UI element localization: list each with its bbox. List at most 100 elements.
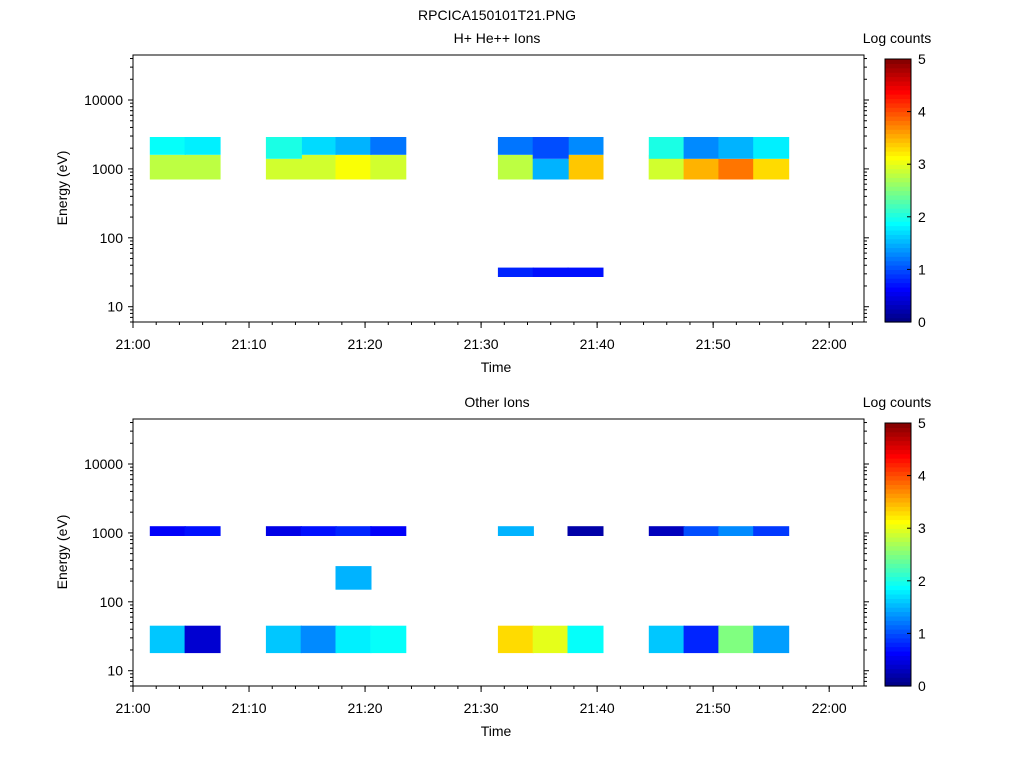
colorbar-swatch — [885, 528, 911, 534]
colorbar-swatch — [885, 510, 911, 516]
y-axis-label: Energy (eV) — [54, 151, 70, 226]
colorbar-tick-label: 3 — [918, 156, 926, 172]
colorbar-swatch — [885, 260, 911, 266]
colorbar-swatch — [885, 576, 911, 582]
y-tick-label: 1000 — [92, 161, 123, 177]
colorbar-swatch — [885, 300, 911, 306]
colorbar-swatch — [885, 120, 911, 126]
spectrogram-cell — [718, 137, 755, 159]
colorbar-swatch — [885, 471, 911, 477]
colorbar-swatch — [885, 85, 911, 91]
colorbar-swatch — [885, 550, 911, 556]
axes: 21:00 21:10 21:20 21:30 21:40 21:50 22:00 10 100… — [84, 422, 869, 716]
colorbar-swatch — [885, 102, 911, 108]
colorbar-swatch — [885, 199, 911, 205]
x-tick-label: 21:40 — [580, 336, 615, 352]
plot-frame — [132, 54, 865, 323]
colorbar-swatch — [885, 484, 911, 490]
spectrogram-cell — [149, 154, 186, 180]
colorbar-swatch — [885, 286, 911, 292]
colorbar-tick-label: 2 — [918, 209, 926, 225]
colorbar-swatch — [885, 668, 911, 674]
spectrogram-cell — [300, 526, 337, 536]
y-tick-label: 10000 — [84, 456, 123, 472]
colorbar-swatch — [885, 59, 911, 64]
colorbar-swatch — [885, 251, 911, 257]
colorbar-swatch — [885, 681, 911, 687]
colorbar-swatch — [885, 94, 911, 100]
colorbar-swatch — [885, 423, 911, 428]
spectrogram-cell — [567, 137, 604, 155]
spectrogram-cell — [718, 526, 755, 536]
colorbar-swatch — [885, 637, 911, 643]
spectrogram-cell — [184, 625, 221, 654]
spectrogram-cell — [567, 625, 604, 654]
colorbar-swatch — [885, 493, 911, 499]
colorbar-swatch — [885, 629, 911, 634]
x-tick-label: 21:20 — [348, 700, 383, 716]
colorbar-swatch — [885, 208, 911, 214]
spectrogram-cell — [300, 137, 337, 155]
x-tick-label: 22:00 — [812, 336, 847, 352]
colorbar-swatch — [885, 115, 911, 121]
colorbar-swatch — [885, 580, 911, 586]
colorbar-swatch — [885, 67, 911, 73]
colorbar-swatch — [885, 523, 911, 529]
x-tick-label: 21:10 — [232, 700, 267, 716]
spectrogram-cell — [567, 267, 604, 277]
spectrogram-cell — [497, 526, 534, 536]
colorbar-swatch — [885, 155, 911, 161]
x-tick-label: 21:20 — [348, 336, 383, 352]
colorbar-swatch — [885, 265, 911, 270]
colorbar-swatch — [885, 615, 911, 621]
colorbar-swatch — [885, 256, 911, 262]
colorbar-swatch — [885, 646, 911, 652]
colorbar-swatch — [885, 519, 911, 525]
spectrogram-cell — [718, 625, 755, 654]
colorbar-label: Log counts — [863, 30, 932, 46]
colorbar-swatch — [885, 506, 911, 512]
spectrogram-cell — [265, 158, 302, 180]
colorbar-swatch — [885, 532, 911, 538]
spectrogram-cell — [149, 625, 186, 654]
spectrogram-cell — [753, 158, 790, 180]
colorbar-swatch — [885, 278, 911, 284]
spectrogram-cell — [648, 625, 685, 654]
panel-title: H+ He++ Ions — [454, 30, 541, 46]
colorbar-tick-label: 2 — [918, 573, 926, 589]
colorbar-swatch — [885, 436, 911, 442]
colorbar-swatch — [885, 475, 911, 481]
colorbar-swatch — [885, 107, 911, 113]
spectrogram-cell — [300, 625, 337, 654]
colorbar-swatch — [885, 168, 911, 174]
x-tick-label: 21:50 — [696, 700, 731, 716]
colorbar-swatch — [885, 159, 911, 165]
colorbar-swatch — [885, 291, 911, 297]
colorbar-swatch — [885, 611, 911, 617]
spectrogram-cell — [149, 137, 186, 155]
colorbar-swatch — [885, 501, 911, 507]
colorbar: 0 1 2 3 4 5 — [884, 415, 926, 694]
spectrogram-cell — [497, 154, 534, 180]
colorbar-swatch — [885, 186, 911, 192]
spectrogram-cell — [532, 625, 569, 654]
spectrogram-cell — [753, 137, 790, 159]
x-tick-label: 21:10 — [232, 336, 267, 352]
colorbar-swatch — [885, 151, 911, 157]
colorbar-swatch — [885, 181, 911, 187]
colorbar-swatch — [885, 234, 911, 240]
colorbar-swatch — [885, 642, 911, 648]
spectrogram-cell — [497, 137, 534, 155]
spectrogram-cell — [532, 158, 569, 180]
colorbar-swatch — [885, 488, 911, 494]
colorbar-swatch — [885, 177, 911, 183]
panel-other-ions: Other Ions 21:00 21:10 21:20 21:30 21:40 21:5… — [54, 394, 931, 739]
colorbar-swatch — [885, 677, 911, 683]
colorbar-swatch — [885, 427, 911, 433]
spectrogram-cell — [683, 137, 720, 159]
figure-title: RPCICA150101T21.PNG — [418, 7, 576, 23]
x-axis-label: Time — [481, 359, 512, 375]
colorbar-swatch — [885, 607, 911, 613]
spectrogram-cell — [370, 137, 407, 155]
x-tick-label: 22:00 — [812, 700, 847, 716]
